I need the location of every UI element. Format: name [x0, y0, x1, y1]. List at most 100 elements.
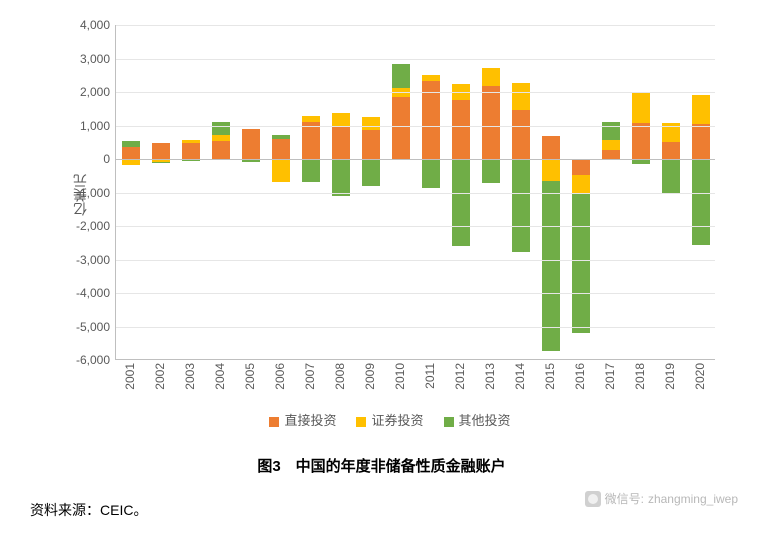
grid-line — [116, 25, 715, 26]
bar-segment-direct — [272, 139, 291, 159]
x-tick-label: 2001 — [123, 363, 137, 390]
grid-line — [116, 92, 715, 93]
bar-segment-other — [212, 122, 231, 135]
bar-segment-portfolio — [362, 117, 381, 130]
x-tick-label: 2007 — [303, 363, 317, 390]
bar-segment-portfolio — [212, 135, 231, 142]
bar-segment-other — [392, 64, 411, 88]
x-tick-label: 2011 — [423, 363, 437, 389]
legend: 直接投资 证券投资 其他投资 — [50, 410, 730, 429]
bar-segment-other — [152, 162, 171, 163]
legend-swatch — [444, 417, 454, 427]
watermark: 微信号: zhangming_iwep — [585, 490, 738, 507]
bar-segment-direct — [362, 130, 381, 159]
y-tick-label: -2,000 — [50, 220, 110, 232]
legend-label: 证券投资 — [371, 413, 423, 428]
bar-segment-portfolio — [302, 116, 321, 122]
bar-segment-portfolio — [602, 140, 621, 150]
x-tick-label: 2020 — [693, 363, 707, 390]
legend-swatch — [356, 417, 366, 427]
x-tick-label: 2010 — [393, 363, 407, 390]
y-tick-label: -6,000 — [50, 354, 110, 366]
x-tick-label: 2009 — [363, 363, 377, 390]
bar-segment-direct — [302, 122, 321, 159]
legend-label: 其他投资 — [459, 413, 511, 428]
y-tick-label: 3,000 — [50, 53, 110, 65]
bar-segment-other — [362, 159, 381, 186]
grid-line — [116, 126, 715, 127]
bar-segment-portfolio — [512, 83, 531, 110]
legend-label: 直接投资 — [284, 413, 336, 428]
bar-segment-direct — [452, 100, 471, 159]
chart-container: 亿美元 直接投资证券投资其他投资 -6,000-5,000-4,000-3,00… — [50, 15, 730, 415]
source-line: 资料来源：CEIC。 — [30, 500, 147, 520]
bar-segment-other — [302, 159, 321, 182]
watermark-id: zhangming_iwep — [648, 492, 738, 506]
grid-line — [116, 59, 715, 60]
x-tick-label: 2019 — [663, 363, 677, 390]
bar-segment-direct — [332, 127, 351, 159]
bar-segment-portfolio — [692, 95, 711, 124]
figure-caption: 图3 中国的年度非储备性质金融账户 — [0, 455, 763, 476]
y-tick-label: -1,000 — [50, 187, 110, 199]
x-tick-label: 2003 — [183, 363, 197, 390]
y-tick-label: 1,000 — [50, 120, 110, 132]
bar-segment-other — [512, 159, 531, 252]
grid-line — [116, 327, 715, 328]
bar-segment-direct — [182, 143, 201, 159]
y-tick-label: -5,000 — [50, 321, 110, 333]
x-tick-label: 2008 — [333, 363, 347, 390]
legend-swatch — [269, 417, 279, 427]
x-tick-label: 2015 — [543, 363, 557, 390]
x-tick-label: 2002 — [153, 363, 167, 390]
bar-segment-direct — [632, 123, 651, 159]
bar-segment-portfolio — [272, 159, 291, 182]
y-tick-label: 2,000 — [50, 86, 110, 98]
bar-segment-portfolio — [632, 92, 651, 123]
x-tick-label: 2006 — [273, 363, 287, 390]
bar-segment-other — [242, 160, 261, 161]
bar-segment-other — [482, 159, 501, 183]
bar-segment-direct — [122, 147, 141, 159]
bar-segment-direct — [392, 97, 411, 159]
plot-area — [115, 25, 715, 360]
legend-item-portfolio: 证券投资 — [356, 410, 423, 429]
y-tick-label: -4,000 — [50, 287, 110, 299]
bar-segment-other — [272, 135, 291, 139]
bar-segment-other — [122, 141, 141, 147]
bar-segment-other — [572, 193, 591, 333]
grid-line — [116, 293, 715, 294]
bar-segment-portfolio — [482, 68, 501, 86]
y-tick-label: 0 — [50, 153, 110, 165]
bar-segment-direct — [572, 159, 591, 175]
x-tick-label: 2018 — [633, 363, 647, 390]
bar-segment-other — [542, 181, 561, 351]
x-tick-label: 2014 — [513, 363, 527, 390]
bar-segment-other — [662, 159, 681, 193]
bar-segment-direct — [692, 124, 711, 159]
x-tick-label: 2004 — [213, 363, 227, 390]
zero-line — [116, 159, 715, 160]
wechat-icon — [585, 491, 601, 507]
x-tick-label: 2013 — [483, 363, 497, 390]
watermark-prefix: 微信号: — [605, 490, 644, 507]
bar-segment-other — [332, 159, 351, 196]
bar-segment-portfolio — [182, 140, 201, 144]
grid-line — [116, 260, 715, 261]
bar-segment-other — [692, 159, 711, 245]
legend-item-other: 其他投资 — [444, 410, 511, 429]
x-tick-label: 2012 — [453, 363, 467, 390]
bar-segment-direct — [212, 141, 231, 159]
bar-segment-other — [452, 159, 471, 246]
bar-segment-direct — [602, 150, 621, 159]
bar-segment-direct — [242, 129, 261, 159]
grid-line — [116, 193, 715, 194]
bar-segment-direct — [152, 143, 171, 159]
grid-line — [116, 226, 715, 227]
x-tick-label: 2017 — [603, 363, 617, 390]
bar-segment-portfolio — [422, 75, 441, 82]
y-tick-label: 4,000 — [50, 19, 110, 31]
bar-segment-portfolio — [572, 175, 591, 193]
legend-item-direct: 直接投资 — [269, 410, 336, 429]
bar-segment-direct — [482, 86, 501, 159]
